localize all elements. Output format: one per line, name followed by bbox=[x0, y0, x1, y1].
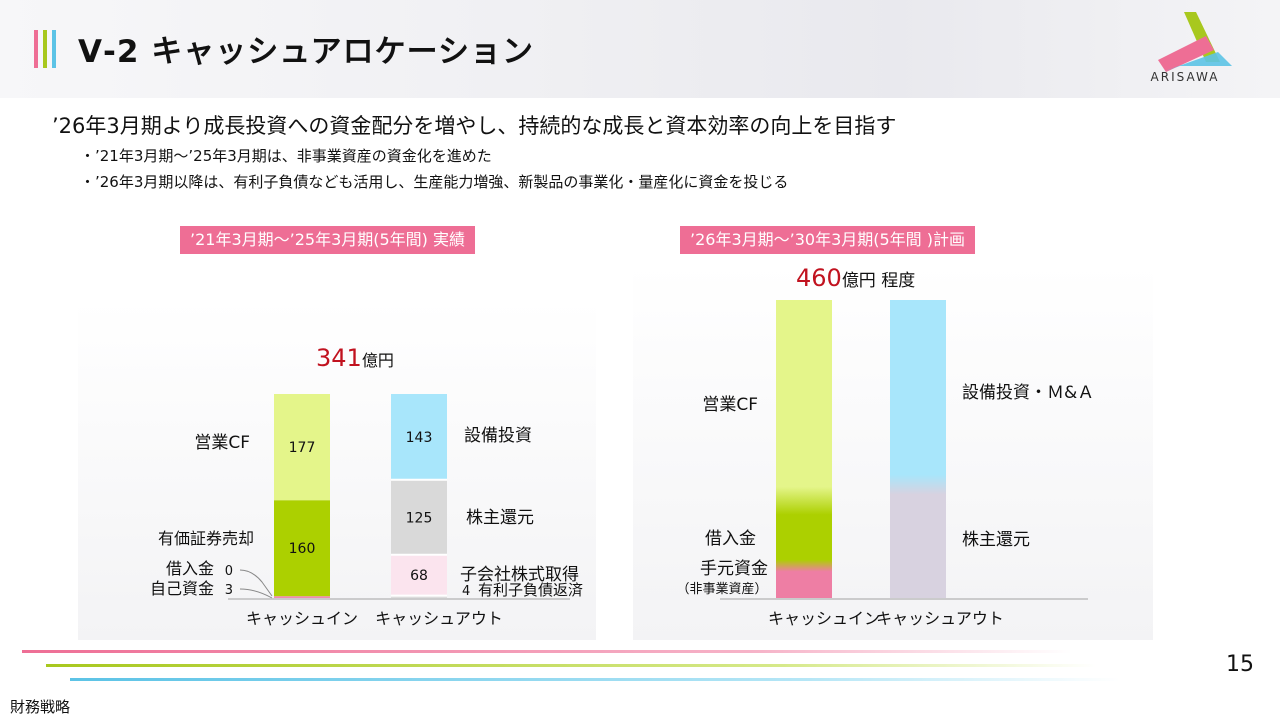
x-tick-label-cash-out: キャッシュアウト bbox=[375, 609, 503, 628]
bar-segment-株主還元 bbox=[890, 484, 946, 598]
bar-segment-有価証券売却 bbox=[274, 500, 330, 597]
page-title: Ⅴ-2 キャッシュアロケーション bbox=[78, 34, 534, 70]
lead-statement: ’26年3月期より成長投資への資金配分を増やし、持続的な成長と資本効率の向上を目… bbox=[52, 114, 897, 138]
chart-panel-actual bbox=[78, 300, 596, 640]
chart-title-plan: ’26年3月期～’30年3月期(5年間 )計画 bbox=[680, 226, 976, 254]
total-plan-unit: 億円 程度 bbox=[841, 271, 916, 291]
series-label-有利子負債返済: 有利子負債返済 bbox=[478, 581, 583, 599]
series-label-設備投資: 設備投資 bbox=[464, 426, 532, 446]
value-label-子会社株式取得: 68 bbox=[410, 568, 428, 584]
value-label-借入金: 0 bbox=[225, 564, 233, 579]
total-actual-value: 341 bbox=[316, 344, 362, 372]
footer-line-pink bbox=[22, 650, 1072, 653]
title-accent-bars bbox=[34, 30, 64, 68]
series-label-借入金: 借入金 bbox=[166, 559, 214, 578]
series-label-自己資金: 自己資金 bbox=[150, 579, 214, 598]
logo-text: ARISAWA bbox=[1150, 70, 1220, 84]
total-plan-value: 460 bbox=[796, 264, 842, 292]
bar-segment-営業CF bbox=[274, 394, 330, 501]
bar-blend-借入金-手元資金 bbox=[776, 559, 832, 572]
bar-segment-設備投資-MA bbox=[890, 300, 946, 485]
footer-line-blue bbox=[70, 678, 1120, 681]
section-name: 財務戦略 bbox=[10, 698, 71, 716]
series-label-子会社株式取得: 子会社株式取得 bbox=[460, 565, 579, 585]
total-plan: 460億円 程度 bbox=[796, 264, 915, 292]
bar-segment-設備投資 bbox=[391, 394, 447, 480]
page-number: 15 bbox=[1226, 652, 1254, 677]
bar-segment-営業CF bbox=[776, 300, 832, 501]
bullet-item: ・’26年3月期以降は、有利子負債なども活用し、生産能力増強、新製品の事業化・量… bbox=[80, 173, 789, 191]
x-tick-label-cash-in: キャッシュイン bbox=[246, 609, 358, 628]
value-label-営業CF: 177 bbox=[289, 440, 316, 456]
series-label-有価証券売却: 有価証券売却 bbox=[158, 529, 254, 548]
accent-bar-green bbox=[43, 30, 47, 68]
value-label-有利子負債返済: 4 bbox=[462, 584, 470, 599]
series-label-株主還元: 株主還元 bbox=[962, 530, 1030, 550]
series-label-営業CF: 営業CF bbox=[702, 395, 758, 415]
series-label-設備投資-MA: 設備投資・Ｍ&Ａ bbox=[962, 383, 1094, 403]
series-label-借入金: 借入金 bbox=[705, 529, 756, 549]
series-sublabel-非事業資産: （非事業資産） bbox=[676, 581, 767, 597]
footer-line-green bbox=[46, 664, 1096, 667]
x-tick-label-cash-out: キャッシュアウト bbox=[876, 609, 1004, 628]
series-label-手元資金: 手元資金 bbox=[700, 559, 768, 579]
accent-bar-pink bbox=[34, 30, 38, 68]
bar-segment-自己資金 bbox=[274, 596, 330, 598]
value-label-株主還元: 125 bbox=[406, 510, 433, 526]
bar-segment-株主還元 bbox=[391, 479, 447, 555]
bar-segment-子会社株式取得 bbox=[391, 554, 447, 596]
series-label-営業CF: 営業CF bbox=[194, 433, 250, 453]
arisawa-logo-icon bbox=[1158, 12, 1232, 72]
header-band bbox=[0, 0, 1280, 98]
bar-segment-有利子負債返済 bbox=[391, 595, 447, 598]
value-label-自己資金: 3 bbox=[225, 583, 233, 598]
x-tick-label-cash-in: キャッシュイン bbox=[768, 609, 880, 628]
value-label-設備投資: 143 bbox=[406, 430, 433, 446]
total-actual: 341億円 bbox=[316, 344, 394, 372]
total-actual-unit: 億円 bbox=[361, 351, 394, 370]
bullet-item: ・’21年3月期～’25年3月期は、非事業資産の資金化を進めた bbox=[80, 147, 492, 165]
bar-blend-営業CF-借入金 bbox=[776, 486, 832, 515]
chart-title-actual: ’21年3月期～’25年3月期(5年間) 実績 bbox=[180, 226, 476, 254]
accent-bar-blue bbox=[52, 30, 56, 68]
leader-line-借入金 bbox=[239, 569, 273, 597]
value-label-有価証券売却: 160 bbox=[289, 541, 316, 557]
series-label-株主還元: 株主還元 bbox=[466, 508, 534, 528]
bar-blend-設備投資-株主還元 bbox=[890, 474, 946, 495]
leader-line-自己資金 bbox=[239, 588, 273, 599]
